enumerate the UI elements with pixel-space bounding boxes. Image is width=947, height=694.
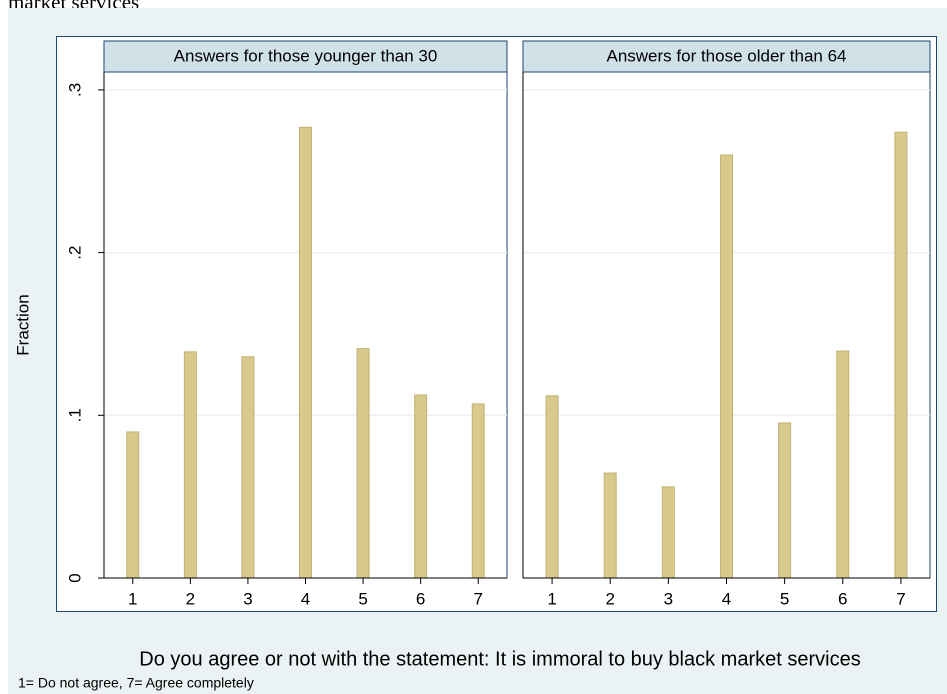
x-tick-label: 2 — [186, 589, 195, 608]
x-tick-label: 7 — [473, 589, 482, 608]
x-tick-label: 6 — [838, 589, 847, 608]
y-tick-label: .3 — [65, 83, 84, 97]
x-tick-label: 1 — [547, 589, 556, 608]
y-tick-label: .2 — [65, 246, 84, 260]
bar — [661, 486, 675, 579]
x-tick-label: 2 — [605, 589, 614, 608]
panel-title: Answers for those younger than 30 — [174, 46, 438, 65]
y-tick-label: 0 — [65, 573, 84, 582]
bar — [471, 403, 485, 579]
panel-title: Answers for those older than 64 — [606, 46, 846, 65]
x-tick-label: 1 — [128, 589, 137, 608]
bar — [356, 348, 370, 579]
x-tick-label: 6 — [416, 589, 425, 608]
x-tick-label: 3 — [243, 589, 252, 608]
bar — [545, 395, 559, 579]
note: 1= Do not agree, 7= Agree completely — [18, 675, 254, 691]
bar — [414, 394, 428, 579]
bar — [836, 350, 850, 579]
bar — [720, 154, 733, 579]
bar — [241, 356, 255, 579]
x-tick-label: 5 — [358, 589, 367, 608]
bar — [894, 131, 908, 579]
bar — [603, 472, 617, 579]
y-axis-title: Fraction — [13, 294, 32, 355]
bar — [126, 431, 140, 579]
x-tick-label: 4 — [301, 589, 310, 608]
panel-header — [103, 40, 508, 73]
bar — [778, 422, 792, 579]
bar — [299, 126, 312, 579]
x-tick-label: 4 — [722, 589, 731, 608]
x-tick-label: 3 — [664, 589, 673, 608]
y-tick-label: .1 — [65, 408, 84, 422]
x-axis-title: Do you agree or not with the statement: … — [139, 648, 860, 670]
x-tick-label: 5 — [780, 589, 789, 608]
x-tick-label: 7 — [896, 589, 905, 608]
bar — [183, 351, 197, 579]
